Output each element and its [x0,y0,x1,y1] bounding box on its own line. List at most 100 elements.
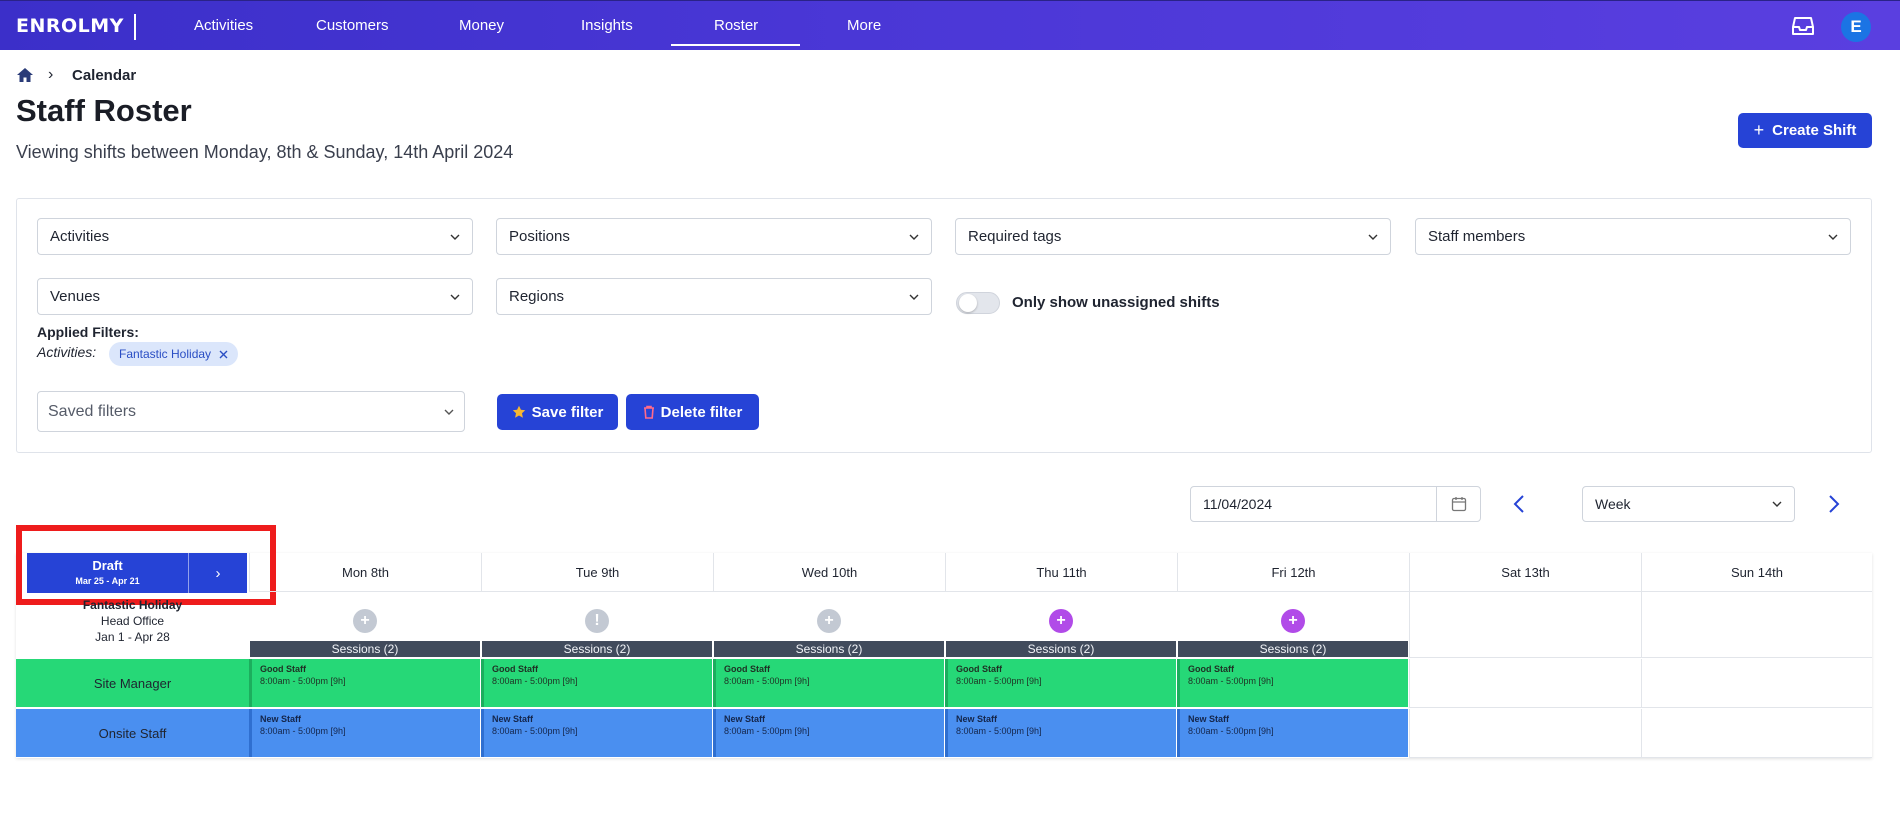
nav-item-roster[interactable]: Roster [714,17,759,34]
chevron-down-icon [450,234,460,240]
next-week-icon[interactable] [1828,494,1840,514]
date-value: 11/04/2024 [1203,496,1273,512]
empty-day-cell[interactable] [1409,659,1641,708]
shift-card[interactable]: Good Staff 8:00am - 5:00pm [9h] [249,659,481,707]
unassigned-shifts-label: Only show unassigned shifts [1012,294,1220,311]
chevron-down-icon [1828,234,1838,240]
shift-time: 8:00am - 5:00pm [9h] [260,676,346,686]
logo[interactable]: ENROLMY [16,15,124,37]
activities-select[interactable]: Activities [37,218,473,255]
shift-time: 8:00am - 5:00pm [9h] [260,726,346,736]
close-icon[interactable] [219,350,228,359]
day-header: Mon 8th [249,553,481,592]
nav-item-money[interactable]: Money [459,17,505,34]
previous-week-icon[interactable] [1513,494,1525,514]
applied-filter-chip-label: Fantastic Holiday [119,347,212,361]
chevron-down-icon [909,294,919,300]
shift-card[interactable]: New Staff 8:00am - 5:00pm [9h] [945,709,1177,757]
day-header: Thu 11th [945,553,1177,592]
shift-staff-name: Good Staff [260,664,306,674]
create-shift-button[interactable]: + Create Shift [1738,113,1872,148]
shift-staff-name: Good Staff [724,664,770,674]
sessions-bar[interactable]: Sessions (2) [482,641,713,657]
active-nav-underline [671,44,800,46]
applied-filters-title: Applied Filters: [37,324,139,340]
inbox-icon[interactable] [1792,17,1814,35]
positions-select-label: Positions [509,228,570,245]
shift-staff-name: New Staff [492,714,534,724]
activity-name: Fantastic Holiday [82,598,183,612]
unassigned-shifts-toggle[interactable] [956,292,1000,314]
empty-day-cell[interactable] [1641,659,1872,708]
shift-card[interactable]: Good Staff 8:00am - 5:00pm [9h] [481,659,713,707]
alert-icon[interactable]: ! [585,609,609,633]
day-header: Tue 9th [481,553,713,592]
trash-icon [643,405,654,419]
required-tags-select[interactable]: Required tags [955,218,1391,255]
activity-dates: Jan 1 - Apr 28 [95,630,170,644]
draft-info[interactable]: Draft Mar 25 - Apr 21 [27,553,189,593]
empty-day-cell[interactable] [1409,709,1641,758]
sessions-bar[interactable]: Sessions (2) [250,641,481,657]
empty-day-cell[interactable] [1641,592,1872,658]
regions-select[interactable]: Regions [496,278,932,315]
day-header: Fri 12th [1177,553,1409,592]
role-site-manager: Site Manager [16,659,249,707]
chevron-down-icon [444,409,454,415]
calendar-icon[interactable] [1436,487,1480,521]
draft-title: Draft [92,558,123,573]
empty-day-cell[interactable] [1409,592,1641,658]
shift-time: 8:00am - 5:00pm [9h] [724,726,810,736]
nav-item-insights[interactable]: Insights [581,17,633,34]
breadcrumb-chevron-icon: › [48,66,54,83]
view-select[interactable]: Week [1582,486,1795,522]
empty-day-cell[interactable] [1641,709,1872,758]
shift-staff-name: New Staff [956,714,998,724]
shift-card[interactable]: Good Staff 8:00am - 5:00pm [9h] [945,659,1177,707]
positions-select[interactable]: Positions [496,218,932,255]
star-icon [512,405,525,418]
shift-card[interactable]: Good Staff 8:00am - 5:00pm [9h] [1177,659,1409,707]
add-shift-icon[interactable]: + [817,609,841,633]
shift-time: 8:00am - 5:00pm [9h] [724,676,810,686]
applied-filter-chip: Fantastic Holiday [109,342,239,366]
toggle-knob [959,294,977,312]
view-select-value: Week [1595,496,1631,512]
chevron-down-icon [1368,234,1378,240]
shift-card[interactable]: New Staff 8:00am - 5:00pm [9h] [1177,709,1409,757]
nav-item-activities[interactable]: Activities [194,17,254,34]
draft-roster-selector[interactable]: Draft Mar 25 - Apr 21 › [27,553,247,593]
shift-time: 8:00am - 5:00pm [9h] [956,726,1042,736]
role-onsite-staff: Onsite Staff [16,709,249,757]
home-icon[interactable] [16,67,34,83]
create-shift-label: Create Shift [1772,122,1857,139]
chevron-down-icon [450,294,460,300]
sessions-bar[interactable]: Sessions (2) [1178,641,1409,657]
shift-card[interactable]: New Staff 8:00am - 5:00pm [9h] [713,709,945,757]
shift-staff-name: Good Staff [492,664,538,674]
shift-time: 8:00am - 5:00pm [9h] [1188,726,1274,736]
add-shift-icon[interactable]: + [1049,609,1073,633]
shift-card[interactable]: New Staff 8:00am - 5:00pm [9h] [481,709,713,757]
save-filter-label: Save filter [531,403,604,421]
shift-staff-name: New Staff [260,714,302,724]
highlight-box [16,525,276,605]
add-shift-icon[interactable]: + [1281,609,1305,633]
shift-card[interactable]: Good Staff 8:00am - 5:00pm [9h] [713,659,945,707]
add-shift-icon[interactable]: + [353,609,377,633]
shift-time: 8:00am - 5:00pm [9h] [492,726,578,736]
chevron-right-icon[interactable]: › [215,564,221,582]
staff-members-select[interactable]: Staff members [1415,218,1851,255]
sessions-bar[interactable]: Sessions (2) [714,641,945,657]
sessions-bar[interactable]: Sessions (2) [946,641,1177,657]
save-filter-button[interactable]: Save filter [497,394,618,430]
avatar[interactable]: E [1841,12,1871,42]
nav-item-customers[interactable]: Customers [316,17,389,34]
nav-item-more[interactable]: More [847,17,882,34]
date-input[interactable]: 11/04/2024 [1190,486,1481,522]
delete-filter-button[interactable]: Delete filter [626,394,759,430]
saved-filters-select[interactable]: Saved filters [37,391,465,432]
shift-card[interactable]: New Staff 8:00am - 5:00pm [9h] [249,709,481,757]
staff-members-select-label: Staff members [1428,228,1526,245]
venues-select[interactable]: Venues [37,278,473,315]
